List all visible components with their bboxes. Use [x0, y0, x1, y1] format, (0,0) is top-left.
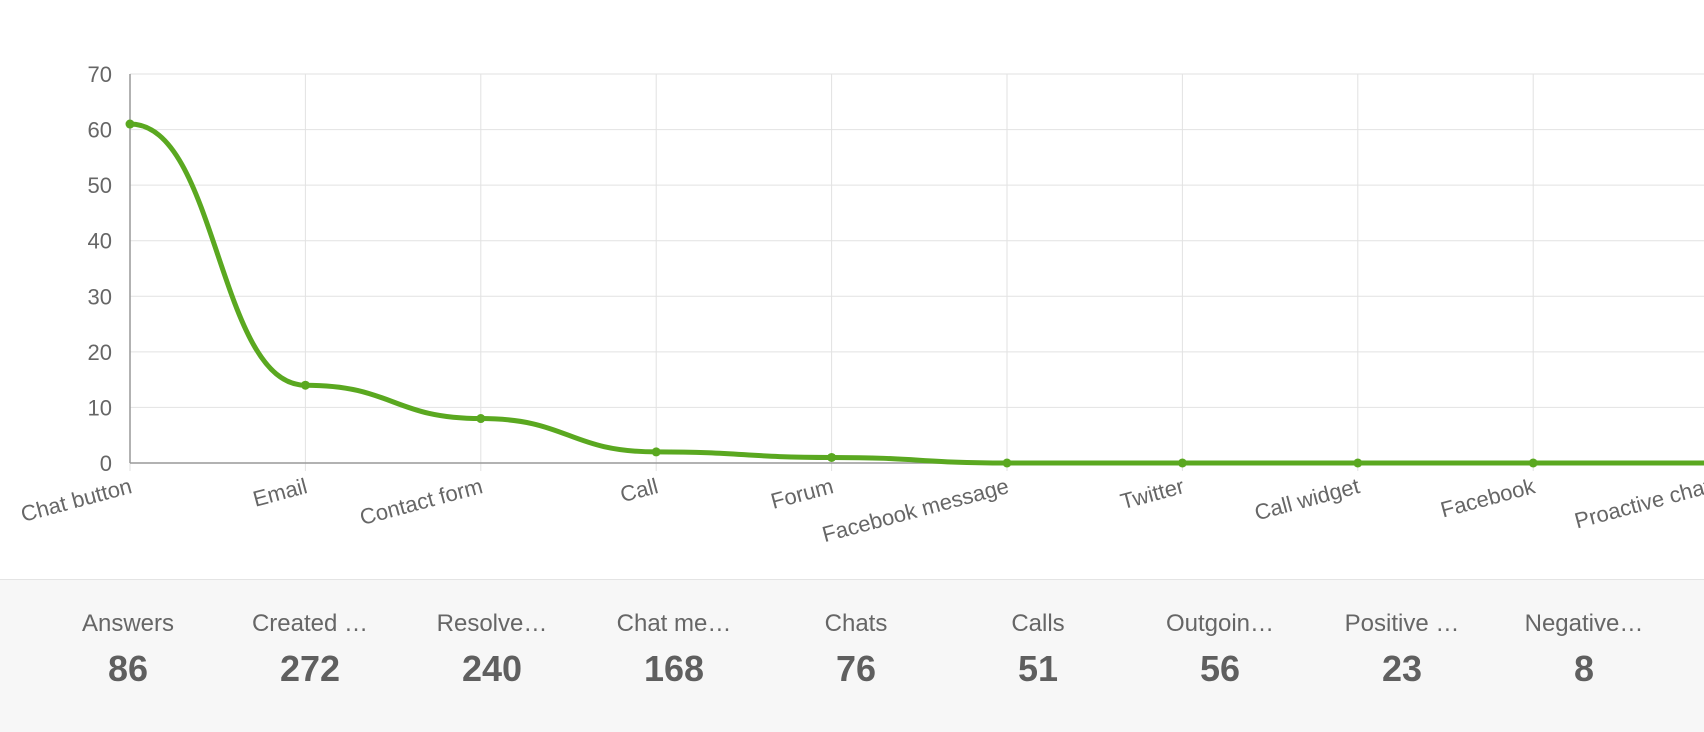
- x-tick-label: Call: [618, 473, 661, 507]
- stat-value: 23: [1381, 648, 1423, 689]
- stat: Positive … 23: [1317, 610, 1487, 690]
- stat-label: Chats: [824, 610, 888, 637]
- stat-value: 240: [461, 648, 523, 689]
- stat-value: 168: [643, 648, 705, 689]
- x-tick-label: Twitter: [1118, 473, 1187, 514]
- data-point: [125, 119, 135, 129]
- stat-label: Positive …: [1344, 610, 1460, 637]
- y-tick-label: 10: [88, 395, 112, 420]
- stat: Resolve… 240: [407, 610, 577, 690]
- stat: Answers 86: [43, 610, 213, 690]
- x-tick-label: Facebook message: [819, 473, 1011, 547]
- stat-value: 56: [1199, 648, 1241, 689]
- y-tick-label: 20: [88, 340, 112, 365]
- y-tick-label: 70: [88, 62, 112, 87]
- stat: Negative… 8: [1499, 610, 1669, 690]
- stat-value: 51: [1017, 648, 1059, 689]
- chart: 0 10 20 30 40 50 60 70 Chat button Email Contact f…: [18, 62, 1704, 547]
- y-tick-label: 50: [88, 173, 112, 198]
- stat-label: Calls: [1011, 610, 1065, 637]
- x-tick-label: Forum: [768, 473, 836, 514]
- y-tick-label: 40: [88, 229, 112, 254]
- data-point: [827, 452, 837, 462]
- x-tick-label: Email: [250, 473, 310, 511]
- data-point: [1002, 458, 1012, 468]
- stat-label: Resolve…: [436, 610, 548, 637]
- y-tick-label: 0: [100, 451, 112, 476]
- x-tick-label: Contact form: [357, 473, 485, 530]
- stat-label: Negative…: [1524, 610, 1644, 637]
- stat-value: 76: [835, 648, 877, 689]
- stat: Created … 272: [225, 610, 395, 690]
- line-series: [129, 121, 1704, 466]
- stat: Outgoin… 56: [1135, 610, 1305, 690]
- stat-value: 8: [1573, 648, 1595, 689]
- stat-label: Answers: [81, 610, 175, 637]
- stats-panel: Answers 86 Created … 272 Resolve… 240 Chat me……: [0, 579, 1704, 732]
- stat-label: Created …: [251, 610, 369, 637]
- x-tick-label: Call widget: [1252, 473, 1362, 525]
- data-point: [1528, 458, 1538, 468]
- x-tick-label: Facebook: [1438, 473, 1539, 522]
- y-tick-label: 60: [88, 118, 112, 143]
- data-point: [1353, 458, 1363, 468]
- x-tick-label: Proactive chat: [1572, 473, 1704, 533]
- data-point: [1177, 458, 1187, 468]
- data-point: [300, 380, 310, 390]
- stat-label: Outgoin…: [1165, 610, 1275, 637]
- stat: Chat me… 168: [589, 610, 759, 690]
- data-point: [651, 447, 661, 457]
- stat-label: Chat me…: [616, 610, 732, 637]
- y-tick-label: 30: [88, 284, 112, 309]
- x-tick-label: Chat button: [18, 473, 134, 527]
- stat: Chats 76: [771, 610, 941, 690]
- stat: Calls 51: [953, 610, 1123, 690]
- stat-value: 86: [107, 648, 149, 689]
- stat-value: 272: [279, 648, 341, 689]
- data-point: [476, 414, 486, 424]
